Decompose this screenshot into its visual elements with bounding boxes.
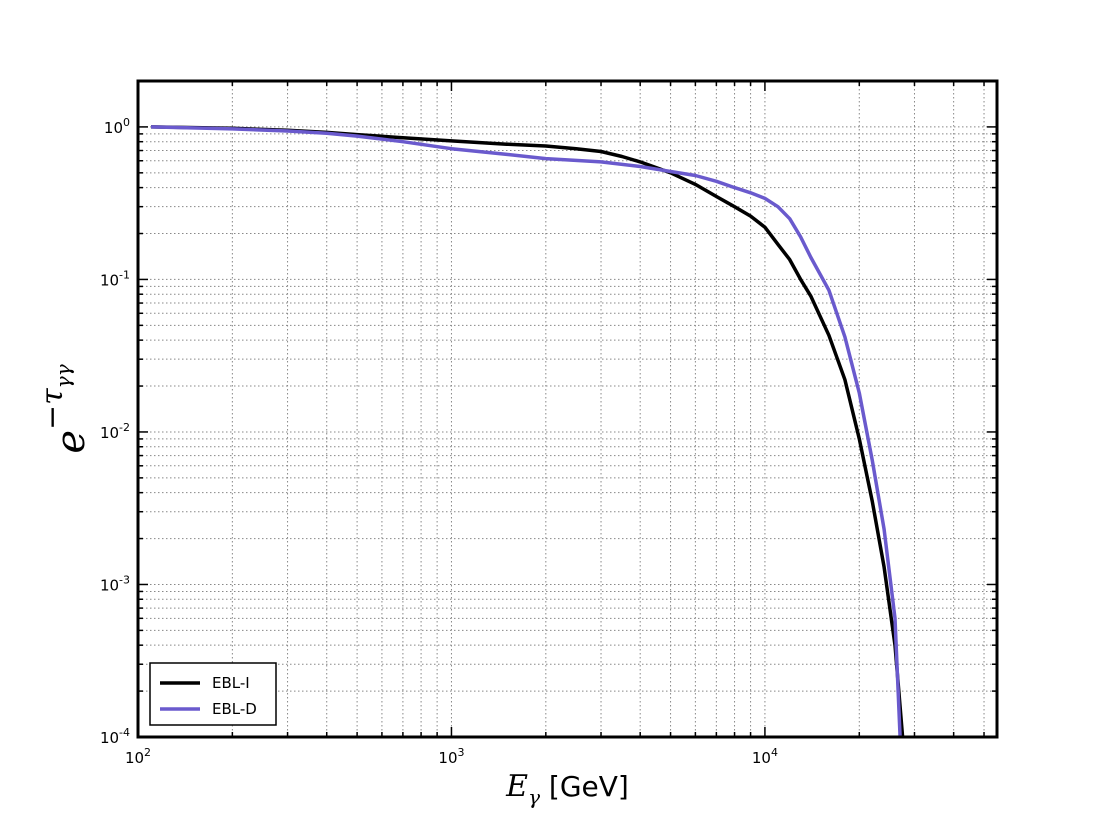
tick-labels: 102 103 104 100 10-1 10-2 10-3 10-4 <box>100 116 778 767</box>
x-tick-label: 102 <box>125 746 151 767</box>
series-line-ebl-d <box>150 125 902 738</box>
series-lines <box>150 125 905 738</box>
y-tick-label: 10-4 <box>100 726 130 747</box>
y-axis-label: e−τγγ <box>35 364 94 453</box>
y-tick-label: 10-1 <box>100 268 130 289</box>
svg-text:e−τγγ: e−τγγ <box>35 364 94 453</box>
legend-label-ebl-i: EBL-I <box>212 674 250 692</box>
legend-label-ebl-d: EBL-D <box>212 700 257 718</box>
y-tick-label: 10-2 <box>100 421 130 442</box>
axis-ticks <box>137 80 997 738</box>
series-line-ebl-i <box>150 125 905 738</box>
legend-box <box>149 662 277 726</box>
legend: EBL-I EBL-D <box>149 662 277 726</box>
x-tick-label: 104 <box>752 746 778 767</box>
x-axis-label: Eγ [GeV] <box>505 769 629 809</box>
y-tick-label: 100 <box>104 116 130 137</box>
plot-frame <box>136 79 999 739</box>
y-tick-label: 10-3 <box>100 573 130 594</box>
x-tick-label: 103 <box>438 746 464 767</box>
grid <box>137 80 997 738</box>
